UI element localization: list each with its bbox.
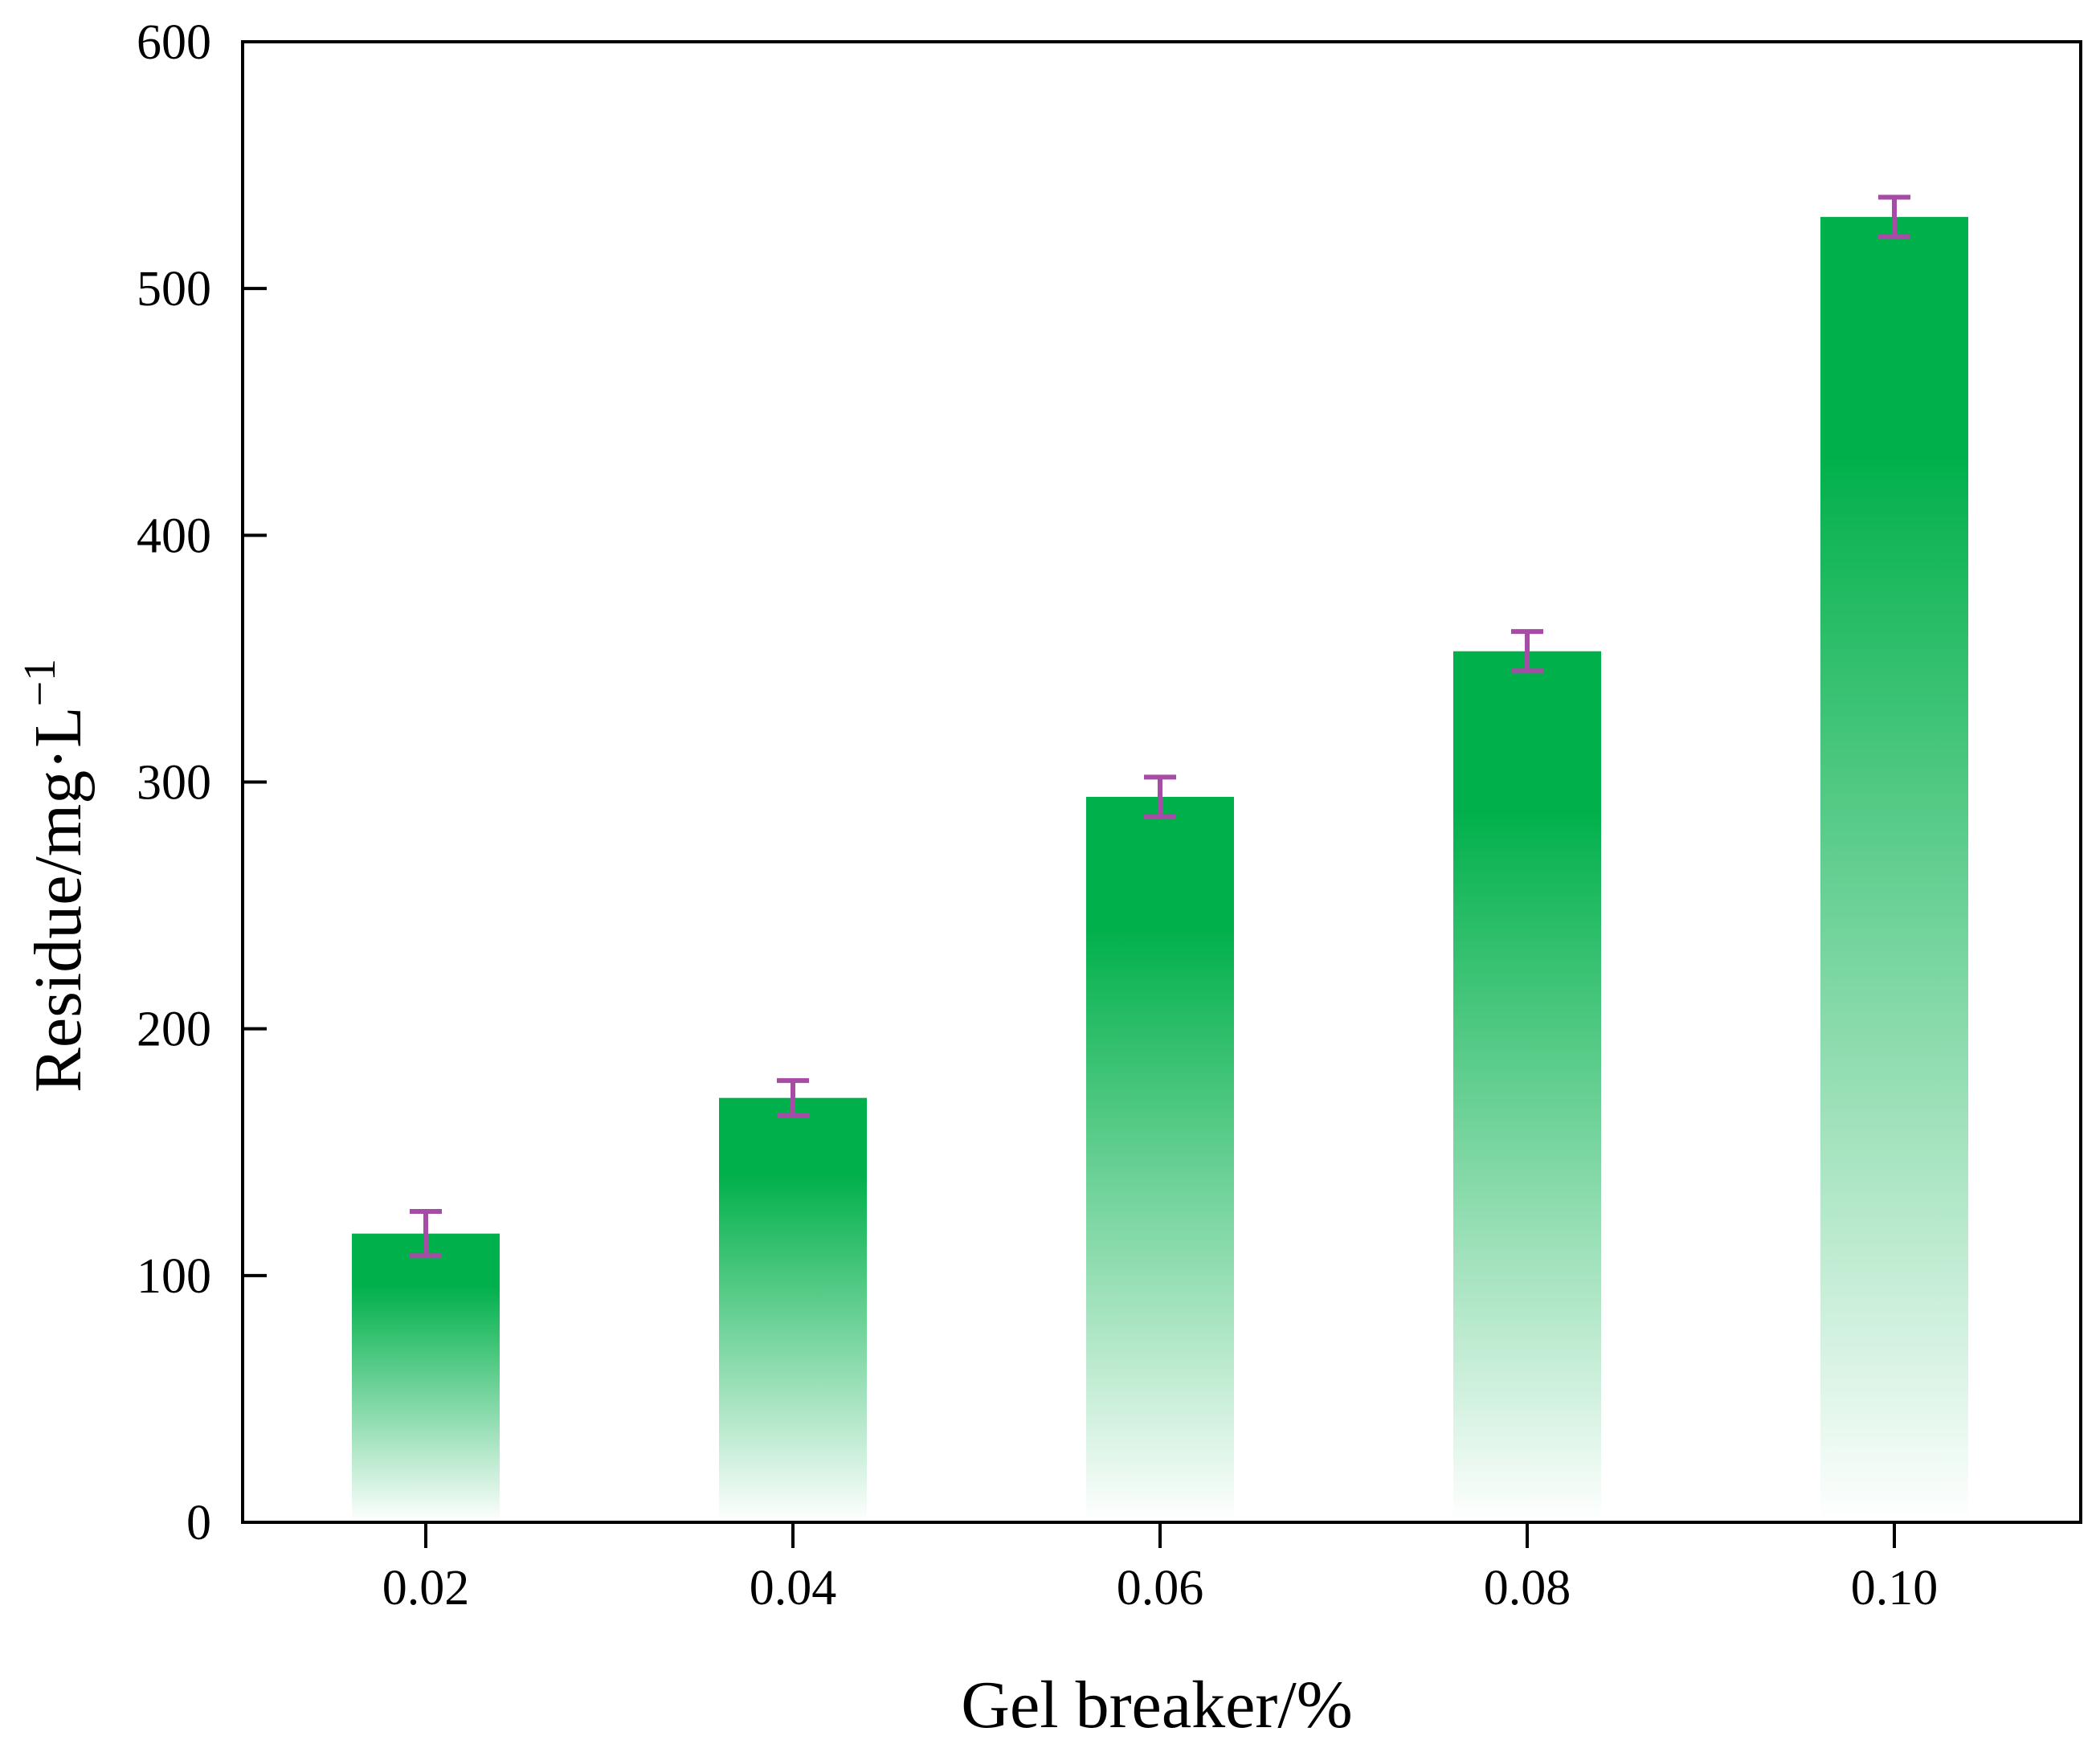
- bar-0.02: [352, 1233, 500, 1522]
- y-tick-label: 500: [137, 262, 211, 317]
- y-tick-label: 0: [186, 1496, 211, 1550]
- y-tick-label: 400: [137, 509, 211, 563]
- error-bar-0.02: [410, 1208, 442, 1259]
- y-tick-label: 200: [137, 1003, 211, 1057]
- error-bar-0.04: [777, 1078, 809, 1118]
- x-tick-label: 0.10: [1851, 1561, 1939, 1615]
- error-bar-0.10: [1878, 194, 1910, 239]
- bar-0.08: [1453, 651, 1601, 1522]
- x-tick-label: 0.06: [1117, 1561, 1204, 1615]
- y-axis-title: Residue/mg·L−1: [15, 659, 96, 1093]
- y-axis-title-superscript: −1: [15, 659, 65, 707]
- x-tick-label: 0.08: [1484, 1561, 1571, 1615]
- x-tick-label: 0.04: [750, 1561, 837, 1615]
- x-tick-label: 0.02: [382, 1561, 470, 1615]
- y-tick-label: 600: [137, 15, 211, 70]
- y-axis: 0 100 200 300 400 500 600: [137, 15, 267, 1550]
- error-bars-layer: [410, 194, 1910, 1259]
- y-tick-label: 300: [137, 756, 211, 811]
- y-axis-title-main: Residue/mg·L: [21, 707, 96, 1093]
- error-bar-0.06: [1144, 774, 1176, 819]
- bar-0.04: [719, 1097, 867, 1522]
- x-axis-title: Gel breaker/%: [961, 1668, 1352, 1740]
- bar-0.06: [1086, 796, 1234, 1522]
- error-bar-0.08: [1511, 629, 1543, 674]
- bars-layer: [352, 217, 1968, 1522]
- y-tick-label: 100: [137, 1249, 211, 1304]
- bar-0.10: [1820, 217, 1968, 1522]
- x-axis: 0.02 0.04 0.06 0.08 0.10: [382, 1522, 1939, 1615]
